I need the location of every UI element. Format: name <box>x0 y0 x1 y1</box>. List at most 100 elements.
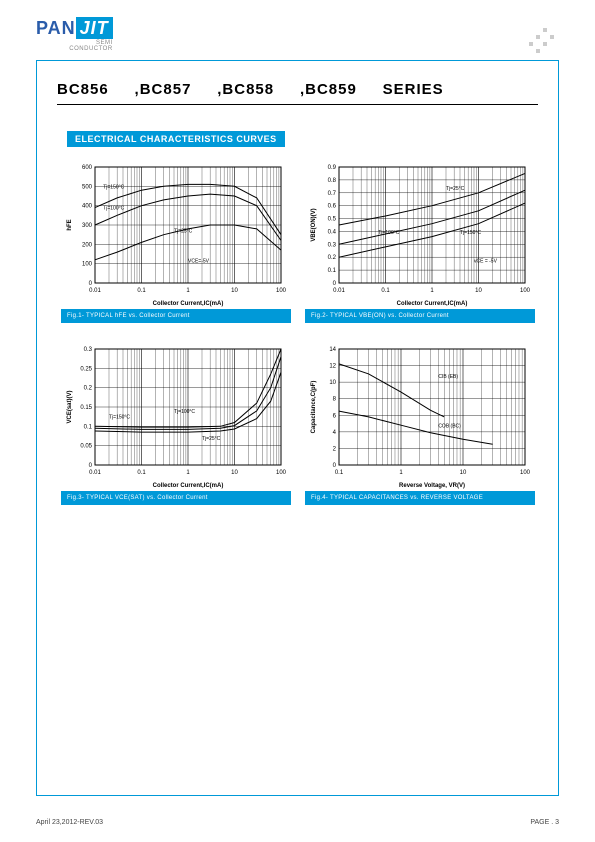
chart-caption: Fig.2- TYPICAL VBE(ON) vs. Collector Cur… <box>305 309 535 323</box>
chart-card-fig4: 024681012140.1110100Reverse Voltage, VR(… <box>305 341 535 505</box>
svg-text:0.01: 0.01 <box>89 288 101 294</box>
svg-text:10: 10 <box>231 288 238 294</box>
brand-logo: PANJIT SEMICONDUCTOR <box>36 18 113 52</box>
svg-text:0.1: 0.1 <box>381 288 390 294</box>
chart-caption: Fig.1- TYPICAL hFE vs. Collector Current <box>61 309 291 323</box>
svg-text:0: 0 <box>89 281 93 287</box>
decorative-dots <box>529 28 559 58</box>
svg-text:300: 300 <box>82 223 93 229</box>
svg-text:100: 100 <box>82 262 93 268</box>
svg-text:Tj=25°C: Tj=25°C <box>202 436 221 442</box>
svg-text:0.6: 0.6 <box>328 204 337 210</box>
svg-text:0.1: 0.1 <box>335 470 344 476</box>
svg-text:6: 6 <box>333 413 337 419</box>
logo-subtitle: SEMICONDUCTOR <box>36 40 113 52</box>
title-part: ,BC859 <box>300 81 357 98</box>
svg-text:0.1: 0.1 <box>328 268 337 274</box>
chart-fig2: 0 0.1 0.2 0.3 0.4 0.5 0.6 0.7 0.8 0.9 0.01 0.1 1 10 10… <box>305 159 535 309</box>
title-part: ,BC858 <box>217 81 274 98</box>
svg-text:Tj=150°C: Tj=150°C <box>103 184 124 190</box>
svg-text:1: 1 <box>399 470 403 476</box>
svg-text:0.15: 0.15 <box>80 405 92 411</box>
svg-text:Capacitance,C(pF): Capacitance,C(pF) <box>311 381 317 434</box>
svg-text:100: 100 <box>520 470 531 476</box>
svg-text:Collector Current,IC(mA): Collector Current,IC(mA) <box>153 301 224 307</box>
svg-text:Tj=100°C: Tj=100°C <box>103 206 124 212</box>
page-frame: BC856 ,BC857 ,BC858 ,BC859 SERIES ELECTR… <box>36 60 559 796</box>
svg-text:Tj=150°C: Tj=150°C <box>109 415 130 421</box>
svg-text:14: 14 <box>329 347 336 353</box>
chart-fig4: 024681012140.1110100Reverse Voltage, VR(… <box>305 341 535 491</box>
charts-grid: 01002003004005006000.010.1110100Collecto… <box>61 159 534 505</box>
logo-right: JIT <box>76 17 113 39</box>
svg-text:4: 4 <box>333 430 337 436</box>
svg-text:10: 10 <box>329 380 336 386</box>
svg-text:0.7: 0.7 <box>328 191 337 197</box>
svg-text:Collector Current,IC(mA): Collector Current,IC(mA) <box>153 483 224 489</box>
svg-text:0.8: 0.8 <box>328 178 337 184</box>
svg-text:200: 200 <box>82 242 93 248</box>
svg-text:COB (BC): COB (BC) <box>438 424 461 430</box>
chart-fig1: 0 100 200 300 400 500 600 0.01 0.1 1 10 100 Collecto… <box>61 159 291 309</box>
svg-text:0.9: 0.9 <box>328 165 337 171</box>
title-part: BC856 <box>57 81 109 98</box>
svg-text:500: 500 <box>82 184 93 190</box>
svg-text:100: 100 <box>276 470 287 476</box>
page-footer: April 23,2012-REV.03 PAGE . 3 <box>36 819 559 826</box>
svg-text:VBE(ON)(V): VBE(ON)(V) <box>311 208 317 241</box>
page-title: BC856 ,BC857 ,BC858 ,BC859 SERIES <box>57 81 538 105</box>
svg-text:Tj=100°C: Tj=100°C <box>378 230 399 236</box>
svg-text:0: 0 <box>333 281 337 287</box>
svg-text:100: 100 <box>520 288 531 294</box>
svg-text:0.05: 0.05 <box>80 444 92 450</box>
svg-text:hFE: hFE <box>67 219 73 230</box>
svg-text:Collector Current,IC(mA): Collector Current,IC(mA) <box>397 301 468 307</box>
svg-text:2: 2 <box>333 446 337 452</box>
svg-text:10: 10 <box>460 470 467 476</box>
svg-text:Tj=100°C: Tj=100°C <box>174 409 195 415</box>
svg-text:0.4: 0.4 <box>328 229 337 235</box>
svg-text:VCE=-5V: VCE=-5V <box>188 259 210 265</box>
svg-text:8: 8 <box>333 397 337 403</box>
chart-fig3: 0 0.05 0.1 0.15 0.2 0.25 0.3 0.01 0.1 1 10 100 Colle… <box>61 341 291 491</box>
svg-text:0.25: 0.25 <box>80 366 92 372</box>
svg-text:0.5: 0.5 <box>328 217 337 223</box>
title-part: SERIES <box>383 81 444 98</box>
svg-text:100: 100 <box>276 288 287 294</box>
svg-text:Tj=25°C: Tj=25°C <box>174 229 193 235</box>
title-part: ,BC857 <box>135 81 192 98</box>
svg-text:0.2: 0.2 <box>84 386 93 392</box>
svg-text:0.1: 0.1 <box>137 470 146 476</box>
svg-text:10: 10 <box>231 470 238 476</box>
svg-text:0.01: 0.01 <box>333 288 345 294</box>
svg-text:0: 0 <box>89 463 93 469</box>
svg-text:vCE = -5V: vCE = -5V <box>474 258 498 264</box>
svg-text:0.1: 0.1 <box>137 288 146 294</box>
svg-text:400: 400 <box>82 204 93 210</box>
svg-text:12: 12 <box>329 364 336 370</box>
svg-text:0.1: 0.1 <box>84 424 93 430</box>
svg-text:0.01: 0.01 <box>89 470 101 476</box>
svg-text:VCE(sat)(V): VCE(sat)(V) <box>67 390 73 423</box>
svg-text:1: 1 <box>186 470 190 476</box>
svg-text:CIB (EB): CIB (EB) <box>438 374 458 380</box>
chart-card-fig1: 0 100 200 300 400 500 600 0.01 0.1 1 10 100 Collecto… <box>61 159 291 323</box>
chart-caption: Fig.3- TYPICAL VCE(SAT) vs. Collector Cu… <box>61 491 291 505</box>
svg-text:10: 10 <box>475 288 482 294</box>
svg-text:Tj=25°C: Tj=25°C <box>446 186 465 192</box>
chart-card-fig3: 0 0.05 0.1 0.15 0.2 0.25 0.3 0.01 0.1 1 10 100 Colle… <box>61 341 291 505</box>
section-header: ELECTRICAL CHARACTERISTICS CURVES <box>67 131 285 147</box>
svg-text:1: 1 <box>186 288 190 294</box>
chart-card-fig2: 0 0.1 0.2 0.3 0.4 0.5 0.6 0.7 0.8 0.9 0.01 0.1 1 10 10… <box>305 159 535 323</box>
svg-text:0.3: 0.3 <box>328 242 337 248</box>
chart-caption: Fig.4- TYPICAL CAPACITANCES vs. REVERSE … <box>305 491 535 505</box>
svg-text:Tj=150°C: Tj=150°C <box>460 230 481 236</box>
footer-page: PAGE . 3 <box>530 819 559 826</box>
logo-left: PAN <box>36 18 76 38</box>
svg-text:0.3: 0.3 <box>84 347 93 353</box>
svg-text:0.2: 0.2 <box>328 255 337 261</box>
svg-text:1: 1 <box>430 288 434 294</box>
footer-date: April 23,2012-REV.03 <box>36 819 103 826</box>
svg-text:Reverse Voltage, VR(V): Reverse Voltage, VR(V) <box>399 483 465 489</box>
svg-text:600: 600 <box>82 165 93 171</box>
